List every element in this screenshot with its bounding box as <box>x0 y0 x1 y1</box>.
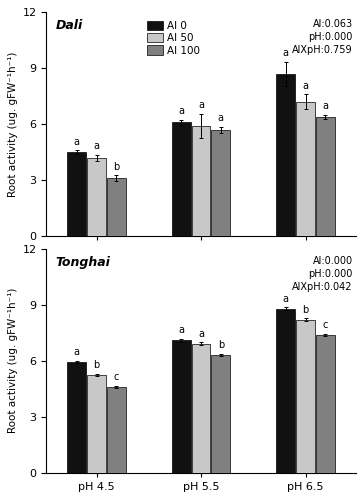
Text: Tonghai: Tonghai <box>56 256 111 268</box>
Bar <box>87 158 106 236</box>
Text: a: a <box>323 101 328 111</box>
Text: a: a <box>74 136 80 146</box>
Text: a: a <box>178 106 184 116</box>
Bar <box>172 340 191 472</box>
Bar <box>107 387 126 472</box>
Text: a: a <box>198 329 204 339</box>
Text: a: a <box>178 325 184 335</box>
Y-axis label: Root activity (ug. gFW⁻¹h⁻¹): Root activity (ug. gFW⁻¹h⁻¹) <box>8 52 18 197</box>
Text: c: c <box>323 320 328 330</box>
Text: a: a <box>94 142 99 152</box>
Text: Al:0.063
pH:0.000
AlXpH:0.759: Al:0.063 pH:0.000 AlXpH:0.759 <box>292 19 353 56</box>
Bar <box>316 334 335 472</box>
Text: c: c <box>114 372 119 382</box>
Text: a: a <box>218 114 224 124</box>
Text: b: b <box>218 340 224 350</box>
Text: a: a <box>302 80 309 90</box>
Bar <box>67 362 86 472</box>
Bar <box>211 130 230 236</box>
Text: b: b <box>302 304 309 314</box>
Bar <box>211 355 230 472</box>
Bar <box>276 308 295 472</box>
Bar <box>296 102 315 236</box>
Text: b: b <box>113 162 119 172</box>
Bar <box>316 117 335 236</box>
Bar <box>172 122 191 236</box>
Bar <box>107 178 126 236</box>
Y-axis label: Root activity (ug. gFW⁻¹h⁻¹): Root activity (ug. gFW⁻¹h⁻¹) <box>8 288 18 434</box>
Bar <box>191 344 210 472</box>
Bar <box>87 374 106 472</box>
Text: Al:0.000
pH:0.000
AlXpH:0.042: Al:0.000 pH:0.000 AlXpH:0.042 <box>292 256 353 292</box>
Text: a: a <box>283 48 289 58</box>
Bar <box>276 74 295 236</box>
Text: a: a <box>74 347 80 357</box>
Bar <box>191 126 210 236</box>
Text: b: b <box>94 360 100 370</box>
Legend: Al 0, Al 50, Al 100: Al 0, Al 50, Al 100 <box>145 18 203 58</box>
Text: a: a <box>198 100 204 110</box>
Bar <box>296 320 315 472</box>
Bar <box>67 152 86 236</box>
Text: Dali: Dali <box>56 19 83 32</box>
Text: a: a <box>283 294 289 304</box>
